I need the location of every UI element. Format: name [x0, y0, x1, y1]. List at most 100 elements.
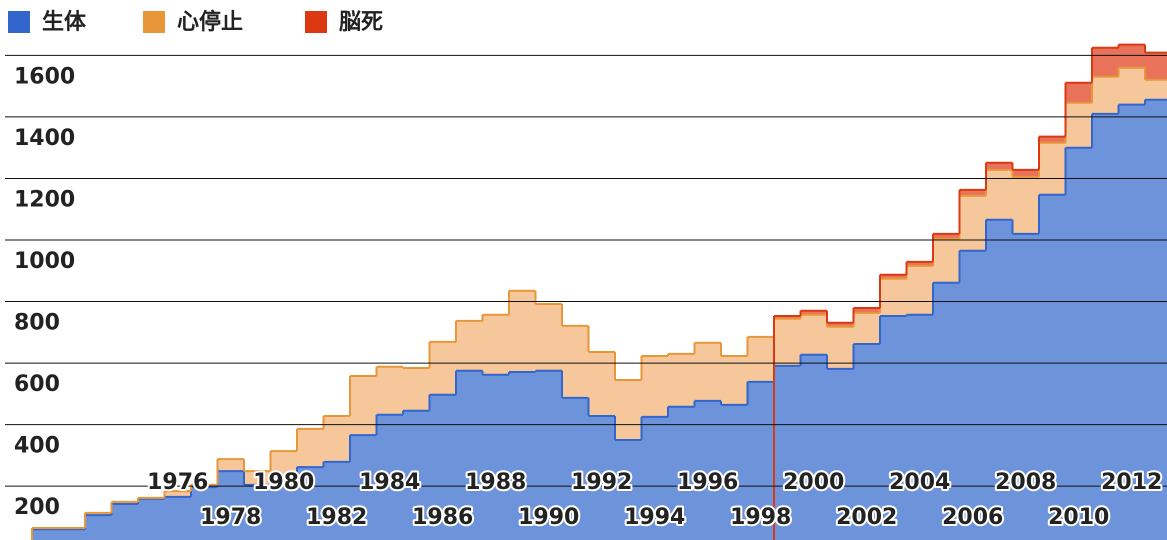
area-segment [32, 529, 60, 540]
y-tick-label: 1200 [14, 187, 75, 212]
area-segment [827, 326, 855, 369]
area-segment [959, 189, 987, 196]
legend-swatch [143, 11, 165, 33]
area-segment [1065, 147, 1093, 540]
x-tick-label: 1982 [306, 505, 367, 530]
area-segment [880, 316, 908, 540]
legend-swatch [8, 11, 30, 33]
area-segment [1039, 194, 1067, 540]
area-segment [1092, 47, 1120, 77]
area-segment [668, 406, 696, 540]
x-tick-label: 2000 [783, 470, 844, 495]
area-segment [668, 353, 696, 407]
legend-label: 心停止 [177, 9, 243, 35]
area-segment [403, 410, 431, 540]
area-segment [774, 365, 802, 540]
x-tick-label: 1992 [571, 470, 632, 495]
area-segment [827, 368, 855, 540]
area-segment [721, 404, 749, 540]
x-tick-label: 1978 [200, 505, 261, 530]
area-segment [906, 265, 934, 315]
area-segment [323, 461, 351, 540]
area-segment [191, 487, 219, 540]
area-segment [641, 356, 669, 417]
area-segment [297, 467, 325, 540]
y-tick-label: 1000 [14, 249, 75, 274]
area-segment [933, 238, 961, 283]
area-segment [562, 325, 590, 398]
area-segment [800, 314, 828, 355]
legend-label: 生体 [42, 10, 87, 35]
area-segment [376, 414, 404, 540]
y-tick-label: 1400 [14, 126, 75, 151]
area-segment [535, 370, 563, 540]
area-segment [800, 354, 828, 540]
area-segment [111, 504, 139, 540]
area-segment [429, 341, 457, 395]
area-segment [986, 169, 1014, 220]
y-tick-label: 600 [14, 372, 60, 397]
area-segment [1145, 52, 1167, 80]
legend-label: 脳死 [339, 10, 383, 35]
x-tick-label: 1980 [253, 470, 314, 495]
area-segment [853, 308, 881, 313]
y-tick-label: 400 [14, 434, 60, 459]
area-segment [588, 352, 616, 416]
area-segment [774, 316, 802, 319]
area-segment [376, 366, 404, 415]
area-segment [641, 416, 669, 540]
area-segment [933, 282, 961, 540]
area-segment [1092, 113, 1120, 540]
x-tick-label: 1994 [624, 505, 685, 530]
area-segment [959, 195, 987, 251]
area-segment [1118, 104, 1146, 540]
area-segment [1145, 99, 1167, 540]
x-tick-label: 2008 [995, 470, 1056, 495]
area-segment [615, 380, 643, 440]
area-segment [880, 274, 908, 279]
area-segment [244, 484, 272, 540]
area-segment [906, 261, 934, 266]
area-segment [774, 318, 802, 366]
area-segment [1012, 176, 1040, 234]
area-segment [456, 320, 484, 371]
y-tick-label: 800 [14, 311, 60, 336]
x-tick-label: 2012 [1101, 470, 1162, 495]
area-segment [562, 397, 590, 540]
area-segment [1065, 82, 1093, 103]
legend-swatch [305, 11, 327, 33]
area-segment [800, 310, 828, 315]
area-segment [1092, 76, 1120, 114]
area-segment [1118, 44, 1146, 68]
area-segment [747, 381, 775, 540]
area-segment [880, 278, 908, 316]
x-tick-label: 2004 [889, 470, 950, 495]
area-segment [456, 370, 484, 540]
area-segment [138, 498, 166, 540]
x-tick-label: 1984 [359, 470, 420, 495]
area-segment [58, 529, 86, 540]
area-segment [694, 342, 722, 401]
area-segment [270, 480, 298, 540]
x-tick-label: 2002 [836, 505, 897, 530]
area-segment [270, 451, 298, 481]
area-segment [853, 312, 881, 344]
area-segment [509, 372, 537, 540]
area-segment [1118, 67, 1146, 105]
x-tick-label: 1990 [518, 505, 579, 530]
area-segment [721, 356, 749, 405]
x-tick-label: 2006 [942, 505, 1003, 530]
area-segment [509, 290, 537, 372]
area-segment [933, 233, 961, 239]
area-segment [694, 400, 722, 540]
area-segment [986, 162, 1014, 170]
x-tick-label: 1988 [465, 470, 526, 495]
area-segment [615, 440, 643, 540]
x-tick-label: 1998 [730, 505, 791, 530]
x-tick-label: 1986 [412, 505, 473, 530]
area-segment [1065, 102, 1093, 148]
area-segment [429, 394, 457, 540]
area-segment [111, 501, 139, 504]
y-tick-label: 200 [14, 495, 60, 520]
